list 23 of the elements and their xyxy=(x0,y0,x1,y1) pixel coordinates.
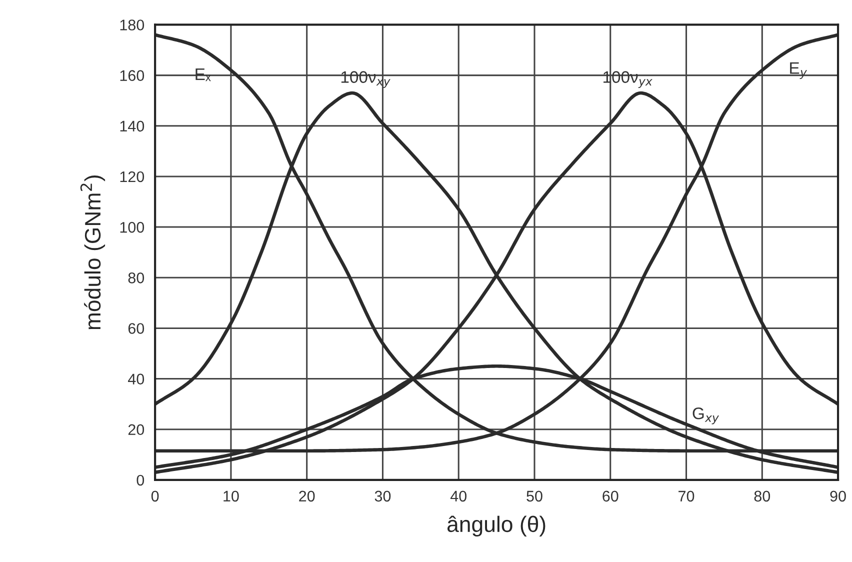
x-tick-label: 30 xyxy=(374,490,391,502)
y-tick-label: 0 xyxy=(136,474,144,486)
y-tick-label: 120 xyxy=(120,171,144,182)
x-tick-label: 40 xyxy=(450,490,467,502)
x-tick-label: 20 xyxy=(299,490,315,502)
x-tick-label: 50 xyxy=(526,490,542,502)
y-tick-label: 80 xyxy=(128,272,144,284)
y-tick-label: 40 xyxy=(128,374,144,384)
x-tick-label: 80 xyxy=(754,490,770,502)
series-label: G$_{xy}$ xyxy=(692,407,720,424)
x-tick-label: 90 xyxy=(830,490,846,502)
x-tick-label: 10 xyxy=(224,490,239,502)
y-tick-label: 20 xyxy=(128,424,144,436)
y-axis-title: módulo (GNm$^{2}$) xyxy=(80,176,106,330)
y-tick-label: 60 xyxy=(128,323,144,334)
x-tick-label: 0 xyxy=(151,490,159,502)
y-tick-label: 100 xyxy=(120,222,144,233)
y-tick-label: 180 xyxy=(120,20,144,30)
x-axis-title: ângulo (θ) xyxy=(447,516,546,537)
x-tick-label: 60 xyxy=(602,490,618,502)
y-tick-label: 160 xyxy=(120,70,144,81)
x-tick-label: 70 xyxy=(678,490,694,502)
y-tick-label: 140 xyxy=(120,120,144,132)
